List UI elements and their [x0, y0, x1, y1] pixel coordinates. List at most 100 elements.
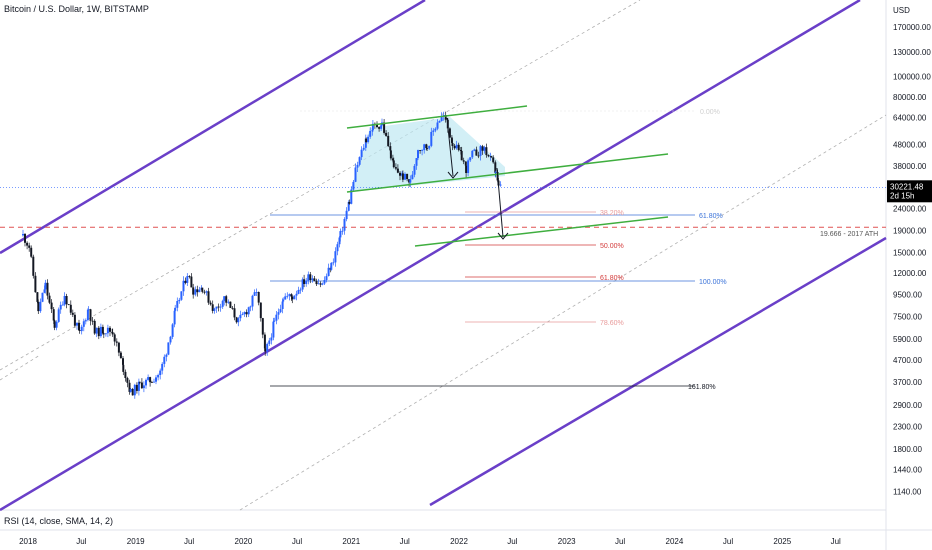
candle-body [309, 274, 312, 280]
candle-body [371, 123, 374, 131]
candle-body [404, 173, 406, 180]
candle-body [251, 295, 254, 307]
candle-body [87, 309, 90, 311]
candle-body [341, 230, 344, 232]
candle-body [48, 295, 51, 303]
candle-body [293, 295, 296, 300]
candle-body [448, 128, 451, 138]
candle-body [462, 160, 465, 162]
candle-body [247, 307, 250, 315]
candle-body [338, 237, 341, 245]
candle-body [391, 158, 394, 161]
candle-body [221, 300, 224, 307]
candle-body [61, 304, 64, 306]
candle-body [174, 307, 177, 311]
candle-body [343, 219, 346, 231]
candle-body [30, 247, 33, 257]
candle-body [80, 326, 83, 332]
candle-body [406, 173, 409, 180]
candle-body [180, 291, 183, 300]
candle-body [334, 251, 337, 263]
candle-body [321, 283, 324, 285]
candle-body [39, 301, 42, 312]
candle-body [295, 293, 298, 296]
candle-body [188, 276, 191, 277]
candle-body [239, 314, 242, 319]
price-tick-label: 2900.00 [893, 401, 922, 410]
price-tick-label: 2300.00 [893, 422, 922, 431]
candle-body [155, 377, 157, 382]
candle-body [182, 280, 185, 292]
price-tick-label: 1800.00 [893, 445, 922, 454]
time-tick-label: 2020 [235, 537, 253, 546]
price-tick-label: 170000.00 [893, 23, 931, 32]
channel-line [429, 236, 887, 507]
candle-body [471, 150, 474, 158]
candle-body [147, 377, 150, 380]
candle-body [26, 242, 29, 246]
price-axis-currency: USD [893, 6, 910, 15]
candle-body [365, 138, 368, 142]
candle-body [241, 314, 244, 315]
candle-body [378, 127, 381, 129]
candle-body [95, 327, 98, 334]
candle-body [352, 181, 355, 190]
candle-body [255, 292, 258, 293]
candle-body [286, 295, 289, 297]
candle-body [249, 306, 252, 308]
candle-body [475, 149, 478, 156]
time-tick-label: Jul [76, 537, 86, 546]
candle-body [453, 145, 456, 149]
candle-body [389, 150, 392, 159]
candle-body [159, 370, 162, 375]
candle-body [245, 312, 248, 315]
channel-line [0, 0, 861, 512]
candle-body [104, 333, 107, 335]
candle-body [178, 299, 181, 302]
candle-body [22, 234, 24, 236]
candle-body [203, 291, 206, 293]
time-tick-label: 2023 [558, 537, 576, 546]
price-tick-label: 4700.00 [893, 356, 922, 365]
candle-body [279, 309, 282, 313]
candle-body [284, 296, 287, 300]
candle-body [150, 382, 153, 383]
candle-body [325, 276, 328, 280]
candle-body [36, 292, 39, 302]
time-tick-label: 2019 [127, 537, 145, 546]
candle-body [176, 301, 179, 308]
current-price-value: 30221.48 [890, 182, 924, 191]
time-tick-label: Jul [507, 537, 517, 546]
price-tick-label: 100000.00 [893, 72, 931, 81]
price-tick-label: 5900.00 [893, 335, 922, 344]
candle-body [288, 294, 291, 296]
trendline [414, 216, 669, 247]
candle-body [37, 301, 40, 312]
candle-body [50, 302, 53, 310]
candle-body [396, 168, 399, 173]
candle-body [347, 202, 350, 211]
fib-top-label: 0.00% [700, 109, 720, 116]
candle-body [303, 279, 306, 284]
candle-body [32, 256, 35, 276]
arrow-head [447, 171, 459, 179]
rsi-indicator-label[interactable]: RSI (14, close, SMA, 14, 2) [4, 516, 114, 526]
candle-body [227, 301, 230, 303]
candle-body [371, 130, 374, 132]
candle-body [34, 275, 37, 293]
bar-countdown: 2d 15h [890, 191, 914, 200]
candle-body [169, 336, 172, 343]
candle-body [231, 307, 234, 309]
candle-body [207, 291, 210, 303]
candle-body [426, 148, 429, 149]
candle-body [358, 157, 361, 165]
candle-body [273, 320, 276, 322]
candle-body [153, 381, 155, 383]
candle-body [71, 312, 74, 315]
price-tick-label: 1440.00 [893, 466, 922, 475]
candle-body [307, 274, 310, 281]
candle-body [385, 132, 388, 136]
candle-body [65, 296, 68, 305]
candle-body [436, 122, 439, 129]
